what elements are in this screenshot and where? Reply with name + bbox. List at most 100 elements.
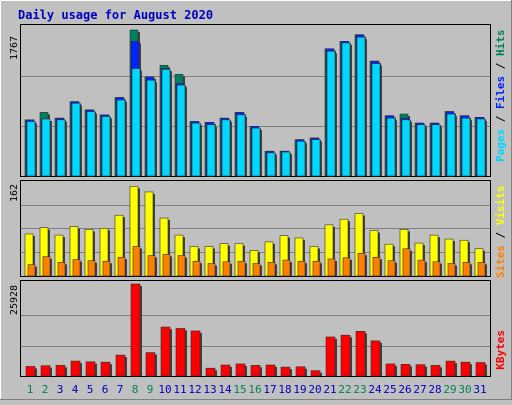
bar-pages (476, 118, 486, 177)
bar-sites (57, 262, 66, 277)
x-tick-label: 10 (158, 383, 171, 396)
bar-kbytes (385, 363, 396, 377)
x-tick-label: 5 (87, 383, 94, 396)
bar-pages (146, 79, 156, 177)
bar-pages (371, 63, 381, 177)
x-tick-label: 11 (173, 383, 186, 396)
bar-sites (117, 256, 126, 277)
bar-kbytes (100, 361, 111, 377)
bar-sites (42, 256, 51, 277)
x-tick-label: 6 (102, 383, 109, 396)
y-max-label-hits: 1767 (9, 36, 20, 60)
bar-pages (326, 50, 336, 177)
bar-kbytes (400, 363, 411, 377)
bar-pages (311, 139, 321, 177)
x-tick-label: 22 (338, 383, 351, 396)
bar-kbytes (235, 363, 246, 377)
bar-kbytes (220, 364, 231, 377)
bar-kbytes (370, 340, 381, 377)
bar-sites (312, 260, 321, 277)
x-tick-label: 23 (353, 383, 366, 396)
bar-pages (191, 122, 201, 177)
x-tick-label: 16 (248, 383, 261, 396)
y-max-label-kbytes: 25928 (9, 285, 20, 315)
x-tick-label: 9 (147, 383, 154, 396)
bar-sites (387, 260, 396, 277)
bar-pages (176, 84, 186, 177)
x-tick-label: 25 (383, 383, 396, 396)
bar-kbytes (475, 362, 486, 377)
bar-kbytes (295, 366, 306, 377)
bar-sites (267, 262, 276, 277)
legend-entry: KBytes (494, 330, 507, 370)
x-tick-label: 28 (428, 383, 441, 396)
bar-kbytes (340, 334, 351, 377)
chart-title: Daily usage for August 2020 (18, 8, 213, 22)
bar-sites (252, 263, 261, 277)
legend-visits: Sites / Visits (494, 185, 507, 278)
legend-kbytes: KBytes (494, 330, 507, 370)
x-tick-label: 24 (368, 383, 382, 396)
legend-visits-text: Sites / Visits (494, 185, 507, 278)
bar-kbytes (280, 366, 291, 377)
bar-pages (386, 117, 396, 177)
bar-sites (402, 248, 411, 277)
bar-kbytes (175, 328, 186, 377)
bar-pages (26, 121, 36, 177)
bar-kbytes (145, 352, 156, 377)
bar-kbytes (70, 360, 81, 377)
bar-sites (132, 246, 141, 277)
y-max-label-visits: 162 (9, 184, 20, 202)
legend-hits-text: Pages / Files / Hits (494, 30, 507, 163)
x-tick-label: 4 (72, 383, 79, 396)
bar-kbytes (415, 364, 426, 377)
legends: Pages / Files / Hits Sites / Visits KBytes (494, 30, 507, 370)
bar-kbytes (445, 360, 456, 377)
bar-sites (147, 255, 156, 277)
x-tick-label: 26 (398, 383, 411, 396)
bar-sites (192, 260, 201, 277)
bar-kbytes (40, 365, 51, 377)
legend-kbytes-text: KBytes (494, 330, 507, 370)
bar-kbytes (115, 354, 126, 377)
x-tick-label: 8 (132, 383, 139, 396)
x-tick-label: 2 (42, 383, 49, 396)
legend-separator: / (494, 56, 507, 76)
bar-pages (236, 114, 246, 177)
x-tick-label: 13 (203, 383, 216, 396)
x-tick-label: 12 (188, 383, 201, 396)
x-tick-label: 21 (323, 383, 336, 396)
bar-kbytes (310, 370, 321, 377)
bar-kbytes (325, 336, 336, 377)
legend-entry: Hits (494, 30, 507, 57)
bar-sites (162, 254, 171, 277)
x-tick-label: 3 (57, 383, 64, 396)
bar-sites (477, 262, 486, 277)
bar-sites (282, 259, 291, 277)
bar-sites (462, 262, 471, 277)
x-tick-label: 17 (263, 383, 276, 396)
legend-separator: / (494, 109, 507, 129)
bar-sites (417, 259, 426, 277)
bar-sites (342, 257, 351, 277)
legend-entry: Visits (494, 185, 507, 225)
bar-pages (101, 116, 111, 177)
bar-pages (446, 113, 456, 177)
bar-sites (102, 260, 111, 277)
bar-pages (296, 140, 306, 177)
legend-entry: Pages (494, 129, 507, 162)
x-tick-label: 7 (117, 383, 124, 396)
x-tick-label: 18 (278, 383, 291, 396)
bar-pages (461, 117, 471, 177)
x-tick-label: 27 (413, 383, 426, 396)
bar-sites (447, 263, 456, 277)
x-axis-labels: 1 2 3 4 5 6 7 8 9 10 11 12 13 14 15 16 17 18 19 20 21 22 23 24 2… (27, 383, 487, 396)
bar-pages (416, 124, 426, 177)
bar-pages (131, 68, 141, 177)
legend-separator: / (494, 225, 507, 245)
bar-pages (431, 124, 441, 177)
bar-sites (297, 260, 306, 277)
bar-sites (237, 260, 246, 277)
legend-entry: Files (494, 76, 507, 109)
